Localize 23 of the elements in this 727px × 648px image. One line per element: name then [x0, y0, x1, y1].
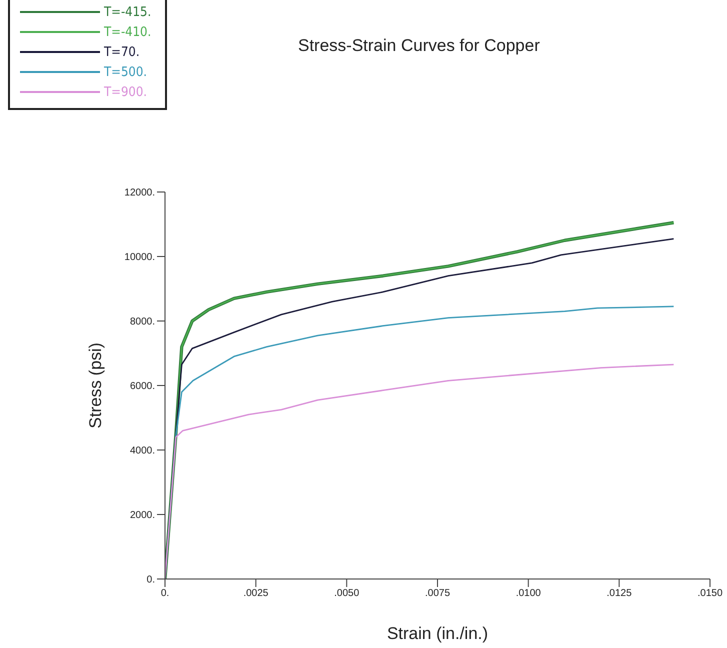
text: T=-415.	[104, 4, 152, 20]
y-tick-label: 10000.	[124, 252, 155, 264]
x-tick-label: 0.	[160, 588, 170, 600]
text: T=900.	[104, 84, 147, 100]
y-tick-label: 0.	[146, 574, 155, 586]
y-tick-label: 6000.	[130, 381, 155, 392]
x-tick-label: .0100	[516, 588, 542, 600]
y-axis-title: Stress (psi)	[86, 342, 106, 428]
text: T=500.	[104, 64, 147, 80]
x-tick-label: .0075	[424, 588, 450, 600]
x-tick-label: .0050	[334, 588, 360, 600]
x-axis-title: Strain (in./in.)	[386, 624, 488, 643]
chart-title: Stress-Strain Curves for Copper	[298, 36, 540, 56]
text: T=70.	[104, 44, 140, 60]
x-tick-label: .0125	[606, 588, 632, 600]
x-tick-label: .0150	[697, 588, 723, 600]
y-tick-label: 4000.	[130, 446, 155, 457]
y-tick-label: 2000.	[130, 510, 155, 522]
text: T=-410.	[104, 24, 152, 40]
line-series	[165, 364, 674, 579]
y-tick-label: 12000.	[124, 188, 155, 199]
y-tick-label: 8000.	[130, 316, 155, 328]
x-tick-label: .0025	[243, 588, 269, 600]
